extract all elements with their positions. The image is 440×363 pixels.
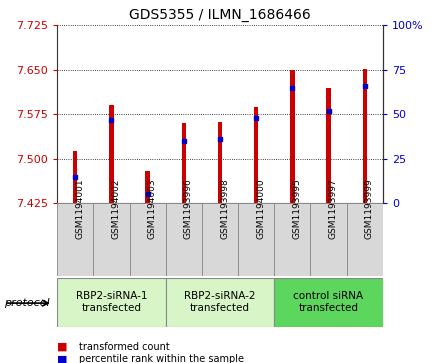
Point: [72, 174, 79, 179]
Bar: [166, 278, 274, 327]
Bar: [182, 123, 186, 203]
Text: GSM1193996: GSM1193996: [184, 179, 193, 240]
Text: GSM1193998: GSM1193998: [220, 179, 229, 240]
Bar: [202, 203, 238, 276]
Text: GSM1193997: GSM1193997: [329, 179, 337, 240]
Bar: [218, 122, 222, 203]
Bar: [274, 278, 383, 327]
Bar: [238, 203, 274, 276]
Point: [180, 138, 187, 144]
Point: [325, 108, 332, 114]
Text: GSM1193995: GSM1193995: [292, 179, 301, 240]
Text: control siRNA
transfected: control siRNA transfected: [293, 291, 363, 313]
Text: transformed count: transformed count: [79, 342, 170, 352]
Bar: [254, 107, 258, 203]
Bar: [146, 171, 150, 203]
Bar: [166, 203, 202, 276]
Text: GSM1194001: GSM1194001: [75, 179, 84, 240]
Point: [361, 83, 368, 89]
Text: ■: ■: [57, 342, 68, 352]
Point: [108, 117, 115, 123]
Bar: [57, 278, 166, 327]
Text: GSM1194003: GSM1194003: [148, 179, 157, 240]
Bar: [57, 203, 93, 276]
Point: [253, 115, 260, 121]
Text: GSM1194000: GSM1194000: [256, 179, 265, 240]
Bar: [109, 105, 114, 203]
Title: GDS5355 / ILMN_1686466: GDS5355 / ILMN_1686466: [129, 8, 311, 22]
Bar: [93, 203, 129, 276]
Bar: [73, 151, 77, 203]
Text: GSM1194002: GSM1194002: [111, 179, 121, 239]
Text: ■: ■: [57, 354, 68, 363]
Point: [216, 136, 224, 142]
Point: [144, 191, 151, 197]
Bar: [326, 87, 331, 203]
Bar: [311, 203, 347, 276]
Bar: [129, 203, 166, 276]
Text: RBP2-siRNA-2
transfected: RBP2-siRNA-2 transfected: [184, 291, 256, 313]
Text: percentile rank within the sample: percentile rank within the sample: [79, 354, 244, 363]
Bar: [290, 70, 294, 203]
Bar: [274, 203, 311, 276]
Bar: [347, 203, 383, 276]
Text: GSM1193999: GSM1193999: [365, 179, 374, 240]
Bar: [363, 69, 367, 203]
Text: protocol: protocol: [4, 298, 50, 308]
Text: RBP2-siRNA-1
transfected: RBP2-siRNA-1 transfected: [76, 291, 147, 313]
Point: [289, 85, 296, 90]
